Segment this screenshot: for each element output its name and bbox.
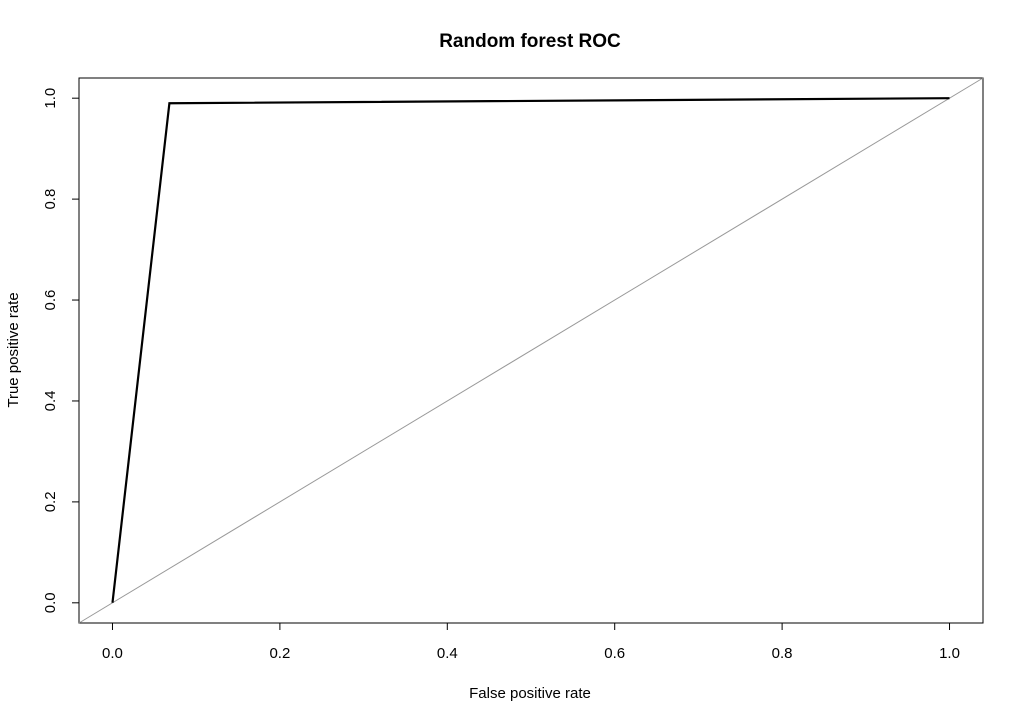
roc-curve-line	[111, 97, 950, 603]
chart-title: Random forest ROC	[439, 31, 621, 52]
reference-diagonal-line	[78, 77, 984, 624]
axes-layer: 0.0 0.2 0.4 0.6 0.8 1.0 0.0 0.2 0.4 0.6 0.8 1.0	[42, 88, 960, 662]
x-axis-label: False positive rate	[469, 685, 591, 702]
marks-layer	[78, 77, 984, 624]
y-tick-label: 0.4	[42, 391, 59, 412]
x-tick-label: 0.2	[269, 645, 290, 662]
x-tick-label: 0.4	[437, 645, 458, 662]
y-tick-label: 0.6	[42, 290, 59, 311]
x-tick-label: 0.0	[102, 645, 123, 662]
y-tick-label: 0.0	[42, 592, 59, 613]
x-tick-label: 0.6	[604, 645, 625, 662]
y-tick-label: 1.0	[42, 88, 59, 109]
x-tick-label: 1.0	[939, 645, 960, 662]
y-tick-label: 0.2	[42, 491, 59, 512]
y-tick-label: 0.8	[42, 189, 59, 210]
y-axis-label: True positive rate	[5, 292, 22, 407]
x-tick-label: 0.8	[772, 645, 793, 662]
